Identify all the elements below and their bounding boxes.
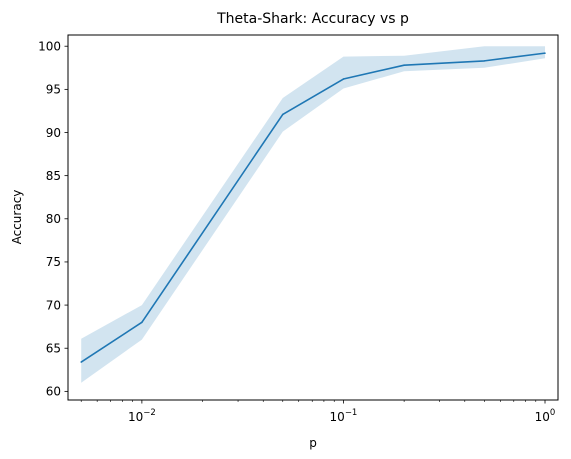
data-point	[141, 321, 143, 324]
confidence-band	[81, 46, 546, 383]
y-tick-label: 95	[46, 83, 61, 97]
y-tick-label: 85	[46, 169, 61, 183]
x-tick-label: 10−1	[330, 408, 358, 424]
x-tick-label: 100	[535, 408, 556, 424]
x-tick-label: 10−2	[128, 408, 156, 424]
y-tick-label: 80	[46, 212, 61, 226]
data-point	[281, 113, 284, 116]
y-tick-label: 100	[38, 40, 61, 54]
plot-area	[80, 46, 546, 383]
data-point	[80, 361, 83, 363]
axes-frame	[67, 34, 559, 401]
data-point	[342, 78, 345, 80]
y-axis-label: Accuracy	[10, 190, 24, 245]
y-tick-label: 90	[46, 126, 61, 140]
data-point	[403, 64, 405, 67]
chart-title: Theta-Shark: Accuracy vs p	[216, 11, 409, 27]
y-tick-label: 65	[46, 342, 61, 356]
data-point	[483, 60, 486, 62]
y-tick-label: 75	[46, 255, 61, 269]
y-axis: 60 65 70 75 80 85 90 95 100	[38, 40, 68, 399]
y-tick-label: 60	[46, 385, 61, 399]
data-point	[544, 52, 546, 54]
y-tick-label: 70	[46, 298, 61, 312]
x-axis: 10−2 10−1 100	[80, 400, 556, 424]
x-axis-label: p	[309, 436, 317, 450]
